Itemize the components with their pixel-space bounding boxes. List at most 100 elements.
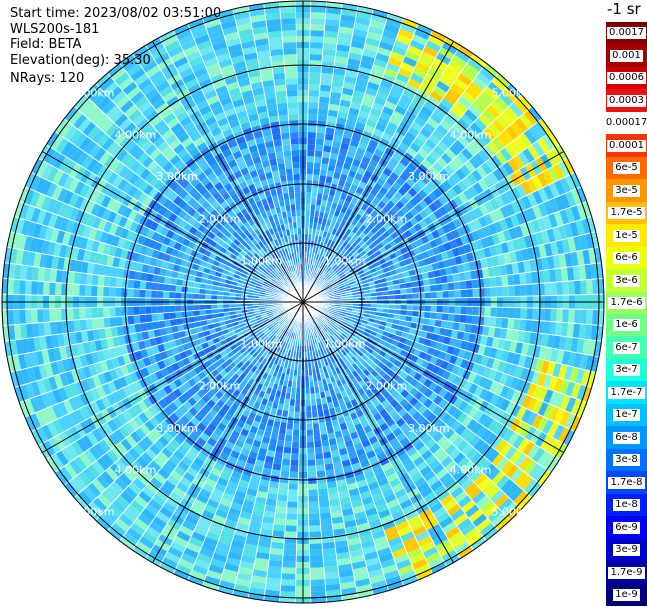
ppi-cell <box>386 95 400 106</box>
ppi-cell <box>532 447 546 463</box>
ppi-cell <box>499 147 513 162</box>
ppi-cell <box>576 384 587 401</box>
ppi-cell <box>437 260 445 270</box>
ppi-cell <box>418 219 428 229</box>
ppi-cell <box>385 18 402 29</box>
ppi-cell <box>483 213 494 226</box>
ppi-cell <box>572 265 581 281</box>
ppi-cell <box>349 248 357 256</box>
ppi-cell <box>446 321 454 330</box>
ppi-cell <box>482 175 494 189</box>
ppi-cell <box>436 291 443 299</box>
ppi-cell <box>590 324 599 341</box>
ppi-cell <box>351 158 362 168</box>
ppi-cell <box>307 489 319 496</box>
ppi-cell <box>491 137 505 152</box>
ppi-cell <box>427 401 438 413</box>
ppi-cell <box>520 248 530 262</box>
ppi-cell <box>416 111 430 123</box>
ppi-cell <box>326 275 332 282</box>
ppi-cell <box>339 273 346 280</box>
ppi-cell <box>329 97 341 106</box>
ppi-cell <box>319 335 324 342</box>
ray-separator <box>302 301 602 342</box>
ppi-cell <box>532 204 543 220</box>
ppi-cell <box>499 192 511 206</box>
ppi-cell <box>353 442 364 451</box>
ppi-cell <box>514 249 524 263</box>
ppi-cell <box>334 405 342 414</box>
ppi-cell <box>352 337 360 344</box>
ppi-cell <box>440 455 454 468</box>
ray-separator <box>302 9 374 303</box>
ppi-cell <box>339 422 348 431</box>
ppi-cell <box>417 429 429 441</box>
ppi-cell <box>433 326 441 335</box>
ppi-cell <box>349 431 359 440</box>
ppi-cell <box>483 63 499 77</box>
ppi-cell <box>366 230 375 239</box>
ppi-cell <box>459 164 472 177</box>
ppi-cell <box>457 400 469 412</box>
ppi-cell <box>337 32 353 41</box>
ppi-cell <box>412 67 428 79</box>
ppi-cell <box>361 156 372 165</box>
ppi-cell <box>316 323 322 330</box>
ppi-cell <box>372 128 384 138</box>
ppi-cell <box>343 75 357 85</box>
ppi-cell <box>375 242 384 250</box>
ppi-cell <box>341 332 348 339</box>
ppi-cell <box>469 139 483 153</box>
ppi-cell <box>360 175 370 185</box>
ppi-cell <box>310 12 326 19</box>
ppi-cell <box>316 120 327 128</box>
ppi-cell <box>523 331 532 344</box>
ppi-cell <box>499 385 510 399</box>
ppi-cell <box>345 252 353 260</box>
ppi-cell <box>420 359 430 369</box>
ppi-cell <box>384 493 397 504</box>
ppi-cell <box>452 468 466 482</box>
ppi-cell <box>376 46 392 57</box>
ppi-cell <box>528 106 542 122</box>
ppi-cell <box>308 495 319 502</box>
ppi-cell <box>79 272 87 285</box>
ray-separator <box>302 301 511 521</box>
ppi-cell <box>339 99 352 108</box>
ray-separator <box>302 118 543 303</box>
ppi-cell <box>381 487 395 498</box>
ppi-cell <box>465 314 473 325</box>
ray-separator <box>302 301 474 551</box>
ppi-cell <box>485 336 494 348</box>
ppi-cell <box>337 261 344 268</box>
ppi-cell <box>598 309 604 326</box>
ppi-cell <box>291 447 300 454</box>
ppi-cell <box>509 376 520 391</box>
ppi-cell <box>430 291 437 299</box>
ppi-cell <box>362 219 371 228</box>
ppi-cell <box>368 159 379 169</box>
ppi-cell <box>446 345 455 355</box>
ppi-cell <box>354 422 364 432</box>
ppi-cell <box>441 312 449 322</box>
ppi-cell <box>285 513 298 520</box>
ppi-cell <box>422 317 430 326</box>
ppi-cell <box>341 428 350 437</box>
ppi-cell <box>434 319 442 328</box>
ppi-cell <box>552 254 561 269</box>
ppi-cell <box>410 435 422 447</box>
ppi-cell <box>97 285 104 297</box>
ppi-cell <box>421 344 430 354</box>
ppi-cell <box>317 482 328 490</box>
ppi-cell <box>306 144 316 151</box>
ppi-cell <box>360 419 370 429</box>
ppi-cell <box>547 421 560 438</box>
ppi-cell <box>381 132 393 143</box>
ppi-cell <box>121 306 128 317</box>
ppi-cell <box>355 229 363 237</box>
ppi-cell <box>415 178 427 190</box>
ppi-cell <box>513 98 529 114</box>
ppi-cell <box>469 122 483 136</box>
ppi-cell <box>382 427 393 437</box>
ppi-cell <box>397 564 414 576</box>
